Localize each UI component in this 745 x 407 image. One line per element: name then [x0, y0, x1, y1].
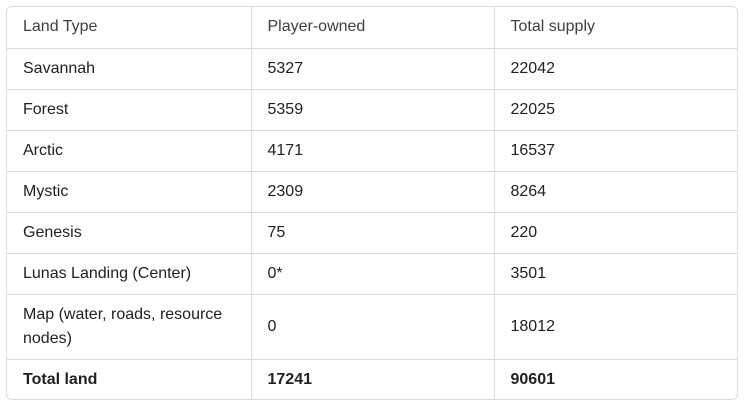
cell-land-type: Arctic [7, 130, 252, 172]
cell-total-supply: 18012 [494, 294, 737, 360]
cell-total-supply: 22042 [494, 48, 737, 90]
cell-land-type: Genesis [7, 212, 252, 254]
cell-total-supply: 3501 [494, 253, 737, 295]
land-supply-table: Land Type Player-owned Total supply Sava… [7, 7, 737, 399]
header-land-type: Land Type [7, 7, 252, 49]
cell-player-owned: 4171 [251, 130, 495, 172]
cell-land-type: Savannah [7, 48, 252, 90]
table-row: Map (water, roads, resource nodes) 0 180… [7, 294, 737, 360]
cell-total-supply: 22025 [494, 89, 737, 131]
table-row: Lunas Landing (Center) 0* 3501 [7, 253, 737, 295]
header-total-supply: Total supply [494, 7, 737, 49]
cell-land-type: Lunas Landing (Center) [7, 253, 252, 295]
cell-total-supply: 16537 [494, 130, 737, 172]
cell-player-owned: 2309 [251, 171, 495, 213]
table-row: Forest 5359 22025 [7, 89, 737, 131]
table-row: Genesis 75 220 [7, 212, 737, 254]
table-row: Arctic 4171 16537 [7, 130, 737, 172]
table-row: Savannah 5327 22042 [7, 48, 737, 90]
cell-player-owned: 0 [251, 294, 495, 360]
cell-player-owned: 5327 [251, 48, 495, 90]
table-total-row: Total land 17241 90601 [7, 359, 737, 399]
cell-player-owned: 75 [251, 212, 495, 254]
cell-player-owned: 5359 [251, 89, 495, 131]
cell-total-player-owned: 17241 [251, 359, 495, 399]
cell-total-label: Total land [7, 359, 252, 399]
cell-player-owned: 0* [251, 253, 495, 295]
cell-land-type: Forest [7, 89, 252, 131]
cell-total-supply-sum: 90601 [510, 370, 556, 388]
cell-total-supply: 220 [494, 212, 737, 254]
cell-land-type: Mystic [7, 171, 252, 213]
land-supply-table-container: Land Type Player-owned Total supply Sava… [6, 6, 738, 400]
cell-total-supply: 8264 [494, 171, 737, 213]
table-row: Mystic 2309 8264 [7, 171, 737, 213]
cell-land-type: Map (water, roads, resource nodes) [7, 294, 252, 360]
header-player-owned: Player-owned [251, 7, 495, 49]
table-header-row: Land Type Player-owned Total supply [7, 7, 737, 49]
